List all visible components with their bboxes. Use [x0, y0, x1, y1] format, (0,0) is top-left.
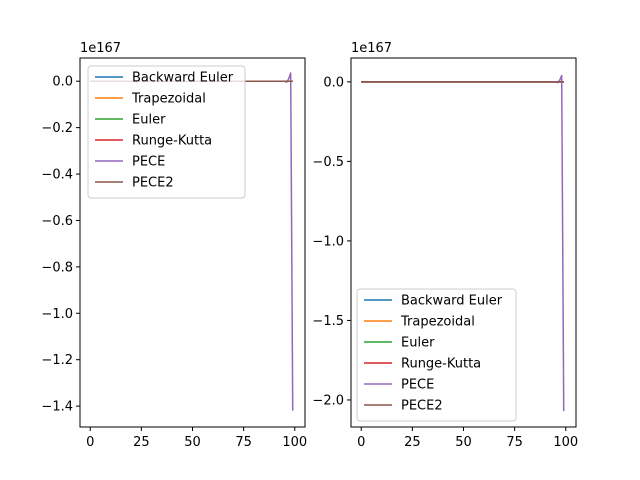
x-tick-label: 0 [86, 435, 94, 450]
y-tick-label: −1.2 [41, 353, 73, 368]
y-tick-label: −0.2 [41, 121, 73, 136]
legend-label: Backward Euler [401, 294, 503, 309]
y-tick-label: 0.0 [323, 75, 344, 90]
x-tick-label: 25 [133, 435, 150, 450]
x-tick-label: 25 [404, 435, 421, 450]
legend-label: PECE [401, 378, 434, 393]
chart-panel-1: 0 25 50 75 100 0.0 −0.2 −0.4 −0.6 −0.8 −1.0 −1.2 −1.… [41, 41, 307, 450]
y-tick-label: −0.6 [41, 214, 73, 229]
y-tick-label: −1.0 [312, 234, 344, 249]
legend-label: PECE [132, 155, 165, 170]
series-lines [361, 74, 565, 412]
y-tick-label: −0.4 [41, 168, 73, 183]
x-tick-label: 100 [282, 435, 307, 450]
legend-box [356, 288, 517, 422]
y-tick-label: −2.0 [312, 393, 344, 408]
legend-box [87, 65, 246, 199]
legend-label: Euler [132, 113, 166, 128]
legend-label: Runge-Kutta [401, 357, 481, 372]
x-tick-label: 100 [553, 435, 578, 450]
legend-label: PECE2 [401, 399, 443, 414]
y-offset-text: 1e167 [351, 41, 392, 56]
legend-label: Backward Euler [132, 71, 234, 86]
x-tick-label: 50 [455, 435, 472, 450]
legend: Backward Euler Trapezoidal Euler Runge-Kutt… [356, 288, 517, 422]
legend-label: Runge-Kutta [132, 134, 212, 149]
y-tick-label: −1.0 [41, 307, 73, 322]
y-offset-text: 1e167 [80, 41, 121, 56]
x-tick-label: 0 [357, 435, 365, 450]
legend-label: Trapezoidal [131, 92, 206, 107]
legend-label: PECE2 [132, 176, 174, 191]
y-tick-label: −0.5 [312, 155, 344, 170]
x-tick-label: 75 [506, 435, 523, 450]
y-tick-label: −1.4 [41, 400, 73, 415]
y-tick-label: −1.5 [312, 314, 344, 329]
y-tick-label: −0.8 [41, 260, 73, 275]
chart-panel-2: 0 25 50 75 100 0.0 −0.5 −1.0 −1.5 −2.0 1e167 Backwa… [312, 41, 578, 450]
x-tick-label: 75 [235, 435, 252, 450]
legend-label: Euler [401, 336, 435, 351]
x-tick-label: 50 [184, 435, 201, 450]
legend: Backward Euler Trapezoidal Euler Runge-Kutt… [87, 65, 246, 199]
y-tick-label: 0.0 [52, 75, 73, 90]
legend-label: Trapezoidal [400, 315, 475, 330]
